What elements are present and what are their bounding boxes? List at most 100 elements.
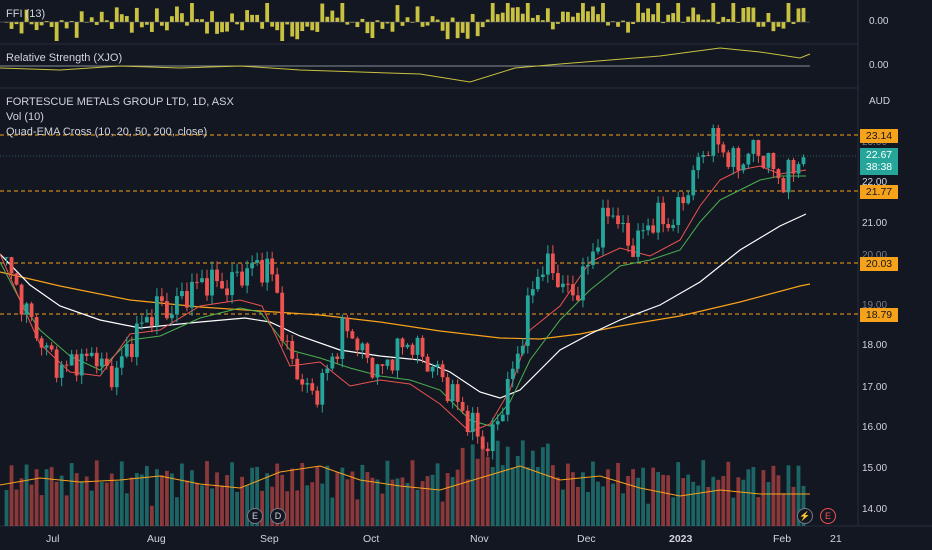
candle-body bbox=[54, 349, 59, 378]
volume-bar bbox=[280, 474, 285, 526]
volume-bar bbox=[460, 447, 465, 526]
symbol-title[interactable]: FORTESCUE METALS GROUP LTD, 1D, ASX bbox=[6, 96, 234, 108]
candle-body bbox=[14, 273, 19, 285]
candle-body bbox=[34, 317, 39, 339]
lightning-icon[interactable]: ⚡ bbox=[797, 508, 813, 524]
candle-body bbox=[430, 366, 435, 372]
candle-body bbox=[280, 292, 285, 341]
ffi-bar bbox=[300, 22, 305, 32]
ffi-bar bbox=[766, 12, 771, 22]
candle-body bbox=[285, 340, 290, 342]
ffi-bar bbox=[290, 22, 295, 37]
y-tick: 17.00 bbox=[862, 382, 888, 393]
candle-body bbox=[566, 283, 570, 285]
dividend-marker-icon[interactable]: D bbox=[270, 508, 286, 524]
volume-bar bbox=[726, 461, 731, 526]
volume-bar bbox=[616, 462, 620, 526]
volume-bar bbox=[89, 490, 94, 526]
candle-body bbox=[520, 345, 525, 354]
ffi-bar bbox=[631, 22, 635, 24]
volume-bar bbox=[210, 488, 214, 526]
candle-body bbox=[200, 278, 204, 282]
volume-bar bbox=[180, 463, 184, 526]
quad-ema-indicator-label[interactable]: Quad-EMA Cross (10, 20, 50, 200, close) bbox=[6, 126, 208, 138]
y-tick: 16.00 bbox=[862, 422, 888, 433]
candle-body bbox=[49, 345, 54, 350]
currency-label[interactable]: AUD bbox=[869, 96, 891, 107]
ffi-bar bbox=[791, 22, 796, 24]
y-tick: 19.00 bbox=[862, 300, 888, 311]
ffi-bar bbox=[776, 22, 781, 27]
y-tick: 20.00 bbox=[862, 250, 888, 261]
volume-bar bbox=[606, 469, 610, 526]
volume-indicator-label[interactable]: Vol (10) bbox=[6, 111, 44, 123]
volume-bar bbox=[801, 485, 806, 526]
volume-bar bbox=[571, 472, 575, 526]
volume-bar bbox=[4, 490, 9, 526]
volume-bar bbox=[305, 485, 310, 526]
ffi-bar bbox=[380, 22, 385, 29]
candle-body bbox=[440, 364, 445, 378]
ffi-bar bbox=[59, 20, 64, 22]
candle-body bbox=[245, 268, 250, 286]
volume-bar bbox=[515, 455, 520, 526]
candle-body bbox=[335, 356, 340, 359]
volume-bar bbox=[791, 486, 796, 526]
volume-bar bbox=[29, 484, 34, 526]
volume-bar bbox=[450, 477, 455, 526]
candle-body bbox=[666, 224, 671, 228]
ffi-bar bbox=[330, 10, 335, 22]
candle-body bbox=[435, 364, 440, 367]
ffi-bar bbox=[560, 11, 565, 22]
candle-body bbox=[260, 260, 265, 283]
ffi-bar bbox=[390, 22, 395, 32]
candle-body bbox=[716, 128, 721, 145]
candle-body bbox=[59, 364, 64, 378]
ffi-bar bbox=[515, 7, 520, 23]
ffi-bar bbox=[550, 22, 555, 30]
ffi-bar bbox=[280, 22, 285, 41]
volume-bar bbox=[74, 473, 79, 526]
ffi-bar bbox=[255, 14, 260, 22]
candle-body bbox=[255, 260, 260, 263]
candle-body bbox=[505, 378, 510, 415]
ffi-bar bbox=[44, 21, 49, 22]
volume-bar bbox=[495, 440, 500, 526]
candle-body bbox=[781, 178, 786, 193]
candle-body bbox=[515, 353, 520, 369]
level-price-tag: 18.79 bbox=[860, 308, 898, 322]
volume-bar bbox=[330, 497, 335, 526]
volume-bar bbox=[355, 499, 360, 526]
volume-bar bbox=[776, 475, 781, 526]
volume-bar bbox=[315, 466, 320, 526]
candle-body bbox=[470, 412, 475, 432]
ffi-bar bbox=[746, 7, 751, 23]
ffi-bar bbox=[646, 8, 651, 22]
volume-bar bbox=[636, 477, 640, 526]
candlesticks bbox=[4, 124, 806, 460]
ffi-bar bbox=[530, 17, 535, 22]
ffi-bar bbox=[465, 22, 470, 39]
ffi-bar bbox=[656, 3, 661, 22]
candle-body bbox=[154, 296, 159, 326]
candle-body bbox=[475, 412, 480, 437]
ffi-bar bbox=[99, 11, 104, 22]
volume-bar bbox=[370, 477, 375, 526]
candle-body bbox=[39, 338, 44, 348]
ffi-indicator-label[interactable]: FFI (13) bbox=[6, 8, 46, 20]
earnings-marker-icon[interactable]: E bbox=[247, 508, 263, 524]
ffi-bar bbox=[701, 19, 706, 22]
volume-bar bbox=[540, 447, 545, 526]
volume-bar bbox=[205, 461, 209, 526]
candle-body bbox=[124, 344, 129, 357]
volume-bar bbox=[14, 489, 19, 526]
ffi-bar bbox=[771, 22, 776, 32]
ffi-bar bbox=[235, 22, 239, 25]
earnings-upcoming-icon[interactable]: E bbox=[820, 508, 836, 524]
volume-bar bbox=[365, 472, 370, 526]
relative-strength-label[interactable]: Relative Strength (XJO) bbox=[6, 52, 123, 64]
candle-body bbox=[500, 414, 505, 422]
candle-body bbox=[641, 230, 645, 232]
candle-body bbox=[460, 401, 465, 411]
